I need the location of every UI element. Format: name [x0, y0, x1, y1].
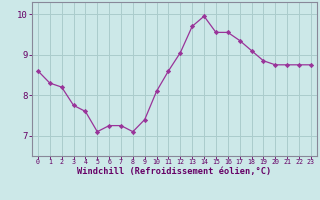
X-axis label: Windchill (Refroidissement éolien,°C): Windchill (Refroidissement éolien,°C): [77, 167, 272, 176]
